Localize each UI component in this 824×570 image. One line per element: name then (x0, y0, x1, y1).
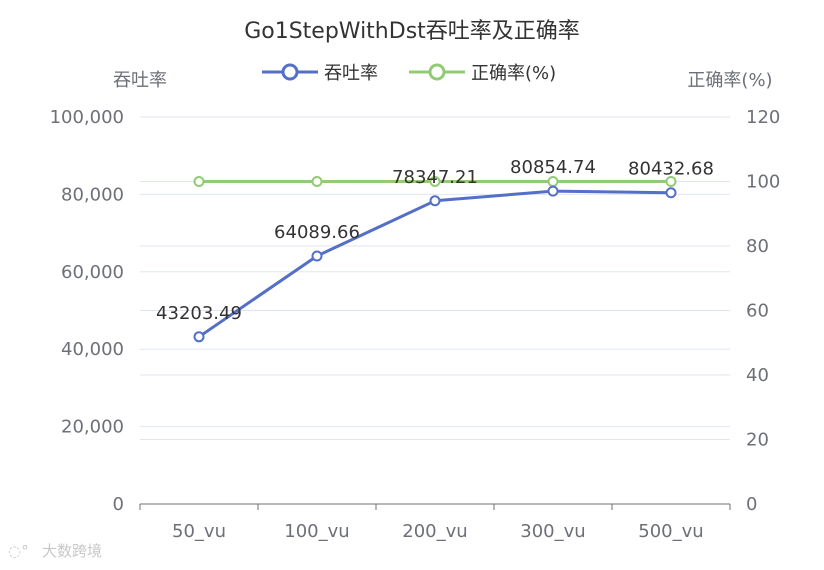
plot-area: 43203.49 64089.66 78347.21 80854.74 80432.68 (156, 157, 714, 343)
data-label-throughput: 80854.74 (510, 157, 596, 178)
data-point-accuracy[interactable] (311, 176, 323, 187)
watermark-logo-icon: ◌° (8, 542, 29, 560)
data-point-throughput[interactable] (429, 195, 441, 207)
data-label-throughput: 80432.68 (628, 159, 714, 180)
legend-label-throughput: 吞吐率 (324, 63, 378, 84)
legend-item-accuracy[interactable]: 正确率(%) (409, 63, 556, 84)
y-left-tick-label: 60,000 (61, 262, 124, 283)
y-right-tick-label: 20 (746, 430, 769, 451)
series-throughput: 43203.49 64089.66 78347.21 80854.74 80432.68 (156, 157, 714, 343)
data-point-throughput[interactable] (665, 187, 677, 199)
data-point-accuracy[interactable] (429, 176, 441, 187)
y-left-tick-label: 80,000 (61, 184, 124, 205)
x-tick-label: 50_vu (172, 521, 226, 542)
y-right-tick-label: 80 (746, 236, 769, 257)
legend-label-accuracy: 正确率(%) (471, 63, 556, 84)
y-left-axis-label: 吞吐率 (113, 70, 167, 91)
y-right-tick-label: 60 (746, 301, 769, 322)
data-label-throughput: 43203.49 (156, 303, 242, 324)
data-point-accuracy[interactable] (665, 176, 677, 187)
legend-marker-throughput (281, 63, 299, 81)
chart-title: Go1StepWithDst吞吐率及正确率 (244, 19, 580, 44)
y-right-axis: 0 20 40 60 80 100 120 (746, 107, 780, 515)
y-right-tick-label: 0 (746, 494, 757, 515)
data-point-accuracy[interactable] (193, 176, 205, 187)
data-label-throughput: 78347.21 (392, 167, 478, 188)
y-right-tick-label: 120 (746, 107, 780, 128)
y-left-tick-label: 100,000 (50, 107, 124, 128)
x-tick-label: 200_vu (402, 521, 467, 542)
y-left-tick-label: 0 (113, 494, 124, 515)
data-point-accuracy[interactable] (547, 176, 559, 187)
data-point-throughput[interactable] (547, 185, 559, 197)
watermark: ◌° 大数跨境 (8, 542, 102, 560)
legend[interactable]: 吞吐率 正确率(%) (262, 63, 556, 84)
y-right-axis-label: 正确率(%) (687, 70, 772, 91)
y-left-tick-label: 20,000 (61, 417, 124, 438)
legend-marker-accuracy (428, 63, 446, 81)
y-right-tick-label: 40 (746, 365, 769, 386)
data-label-throughput: 64089.66 (274, 222, 360, 243)
legend-item-throughput[interactable]: 吞吐率 (262, 63, 378, 84)
series-line-throughput (198, 189, 672, 339)
x-tick-label: 500_vu (638, 521, 703, 542)
y-left-axis: 0 20,000 40,000 60,000 80,000 100,000 (50, 107, 124, 515)
data-point-throughput[interactable] (193, 331, 205, 343)
watermark-text: 大数跨境 (42, 542, 102, 560)
y-right-tick-label: 100 (746, 172, 780, 193)
x-axis: 50_vu 100_vu 200_vu 300_vu 500_vu (139, 503, 731, 542)
x-tick-label: 300_vu (520, 521, 585, 542)
y-left-tick-label: 40,000 (61, 339, 124, 360)
data-point-throughput[interactable] (311, 250, 323, 262)
x-tick-label: 100_vu (284, 521, 349, 542)
series-accuracy (193, 176, 677, 187)
